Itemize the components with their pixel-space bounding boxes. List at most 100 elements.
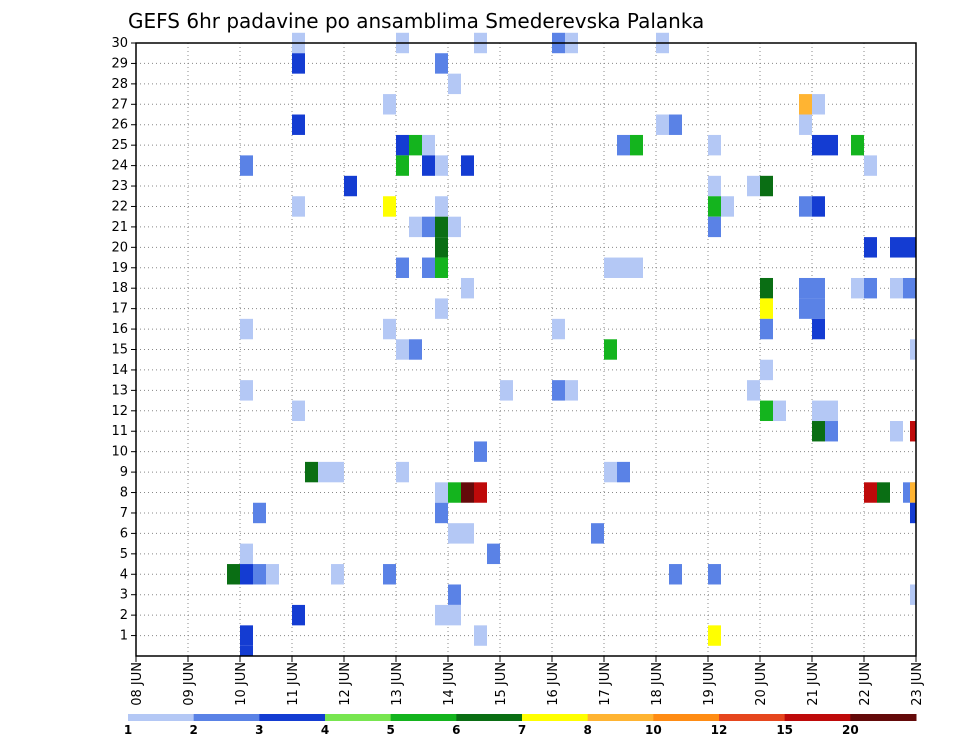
y-tick-label: 28 xyxy=(111,77,128,92)
precip-cell xyxy=(890,237,903,258)
precip-cell xyxy=(903,277,916,299)
x-tick-label: 16 JUN xyxy=(546,662,561,706)
y-tick-label: 23 xyxy=(111,179,128,194)
precip-cell xyxy=(448,216,461,238)
precip-cell xyxy=(851,134,864,156)
precip-cell xyxy=(435,216,448,238)
precip-cell xyxy=(461,482,474,503)
precip-cell xyxy=(812,318,825,340)
precip-cell xyxy=(604,461,617,483)
precip-cell xyxy=(240,564,253,585)
precip-cell xyxy=(305,461,318,483)
precip-cell xyxy=(708,625,721,646)
precip-cell xyxy=(851,277,864,299)
legend-swatch xyxy=(587,714,654,721)
x-tick-label: 13 JUN xyxy=(390,662,405,706)
precip-cell xyxy=(240,645,253,656)
precip-cell xyxy=(461,277,474,299)
precip-cell xyxy=(396,155,409,176)
precip-cell xyxy=(799,196,812,217)
precip-cell xyxy=(812,196,825,217)
x-tick-label: 21 JUN xyxy=(806,662,821,706)
precip-cell xyxy=(591,523,604,544)
precip-cell xyxy=(630,257,643,278)
legend-label: 4 xyxy=(321,723,329,737)
y-tick-label: 6 xyxy=(120,526,128,541)
legend-swatch xyxy=(325,714,392,721)
precip-cell xyxy=(708,196,721,217)
precip-cell xyxy=(487,543,500,565)
precip-cell xyxy=(864,155,877,176)
x-tick-label: 09 JUN xyxy=(182,662,197,706)
precip-cell xyxy=(877,482,890,503)
y-tick-label: 14 xyxy=(111,363,128,378)
precip-cell xyxy=(552,380,565,401)
y-tick-label: 3 xyxy=(120,588,128,603)
precip-cell xyxy=(812,94,825,115)
precip-cell xyxy=(266,564,279,585)
precip-cell xyxy=(422,134,435,156)
legend-label: 2 xyxy=(189,723,197,737)
legend-swatch xyxy=(784,714,851,721)
precip-cell xyxy=(812,421,825,442)
precip-cell xyxy=(292,196,305,217)
precip-cell xyxy=(760,175,773,197)
y-tick-label: 15 xyxy=(111,343,128,358)
precip-cell xyxy=(890,277,903,299)
precip-cell xyxy=(240,380,253,401)
precip-cell xyxy=(435,155,448,176)
precip-cell xyxy=(617,134,630,156)
precip-cell xyxy=(910,482,916,503)
y-tick-label: 2 xyxy=(120,608,128,623)
x-tick-label: 18 JUN xyxy=(650,662,665,706)
legend-label: 1 xyxy=(124,723,132,737)
precip-cell xyxy=(461,155,474,176)
precip-cell xyxy=(910,584,916,605)
precip-cell xyxy=(474,482,487,503)
precip-cell xyxy=(227,564,240,585)
y-tick-label: 5 xyxy=(120,547,128,562)
precip-cell xyxy=(331,461,344,483)
precip-cell xyxy=(383,94,396,115)
precip-cell xyxy=(760,400,773,422)
precip-cell xyxy=(903,237,916,258)
y-tick-label: 9 xyxy=(120,465,128,480)
color-legend: 1 2 3 4 5 6 7 8 10 12 15 20 xyxy=(124,714,917,737)
precip-cell xyxy=(292,53,305,74)
y-tick-label: 16 xyxy=(111,322,128,337)
y-tick-label: 26 xyxy=(111,118,128,133)
precip-cell xyxy=(760,359,773,381)
legend-label: 6 xyxy=(452,723,460,737)
x-tick-label: 19 JUN xyxy=(702,662,717,706)
precip-cell xyxy=(799,277,812,299)
legend-swatch xyxy=(193,714,260,721)
precip-cell xyxy=(812,277,825,299)
precip-cell xyxy=(240,155,253,176)
y-axis: 1234567891011121314151617181920212223242… xyxy=(111,36,136,644)
x-tick-label: 14 JUN xyxy=(442,662,457,706)
precip-cell xyxy=(292,604,305,626)
y-tick-label: 10 xyxy=(111,445,128,460)
y-tick-label: 11 xyxy=(111,424,128,439)
precip-cell xyxy=(292,400,305,422)
precip-cell xyxy=(409,339,422,360)
precip-cell xyxy=(812,134,825,156)
precip-cell xyxy=(435,53,448,74)
precip-cell xyxy=(383,196,396,217)
precip-cell xyxy=(747,175,760,197)
legend-label: 7 xyxy=(518,723,526,737)
precip-cell xyxy=(435,482,448,503)
precip-cell xyxy=(448,73,461,95)
precip-cell xyxy=(760,277,773,299)
y-tick-label: 24 xyxy=(111,159,128,174)
precip-cell xyxy=(864,482,877,503)
y-tick-label: 27 xyxy=(111,97,128,112)
precip-cell xyxy=(708,175,721,197)
precip-cell xyxy=(344,175,357,197)
data-cells xyxy=(227,32,916,656)
precip-cell xyxy=(773,400,786,422)
precip-cell xyxy=(253,564,266,585)
precip-cell xyxy=(825,134,838,156)
precip-cell xyxy=(708,134,721,156)
